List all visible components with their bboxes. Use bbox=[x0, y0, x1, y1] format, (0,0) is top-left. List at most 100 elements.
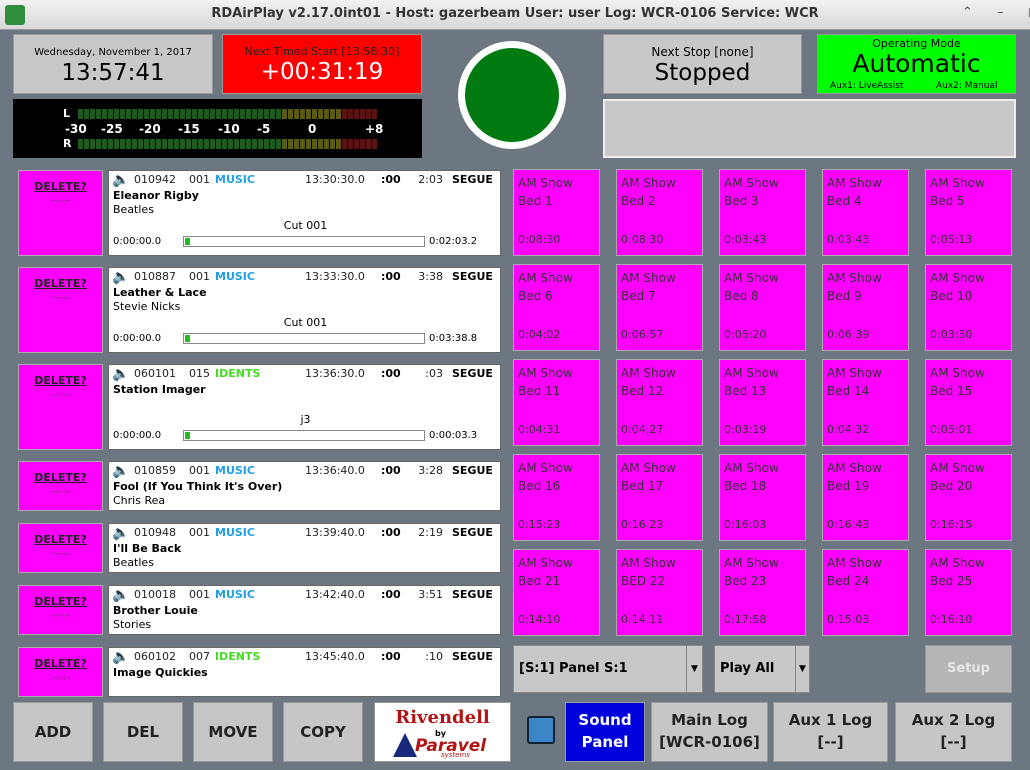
aux2-log-button[interactable]: Aux 2 Log [--] bbox=[895, 702, 1012, 762]
button-line1: AM Show bbox=[621, 176, 676, 190]
sound-button[interactable]: AM Show Bed 5 0:05:13 bbox=[925, 169, 1012, 256]
sound-button[interactable]: AM Show Bed 25 0:16:10 bbox=[925, 549, 1012, 636]
log-event[interactable]: 🔈 010948 001 MUSIC 13:39:40.0:00 2:19 SEGUE I'l… bbox=[108, 523, 501, 573]
meter-segment bbox=[222, 139, 227, 149]
sound-button[interactable]: AM Show Bed 20 0:16:15 bbox=[925, 454, 1012, 541]
sound-button[interactable]: AM Show Bed 14 0:04:32 bbox=[822, 359, 909, 446]
cart-number: 010942 bbox=[134, 173, 176, 186]
meter-segment bbox=[294, 139, 299, 149]
sound-button[interactable]: AM Show Bed 7 0:06:57 bbox=[616, 264, 703, 351]
next-timed-start: Next Timed Start [13:58:30] +00:31:19 bbox=[222, 34, 422, 94]
meter-segment bbox=[270, 139, 275, 149]
button-line2: Bed 9 bbox=[827, 289, 862, 303]
trans-time: :00 bbox=[381, 464, 401, 477]
sound-button[interactable]: AM Show Bed 24 0:15:03 bbox=[822, 549, 909, 636]
delete-button[interactable]: DELETE? --:--:-- bbox=[18, 647, 103, 697]
sound-panel-line: Panel bbox=[581, 733, 629, 751]
sound-button[interactable]: AM Show Bed 15 0:05:01 bbox=[925, 359, 1012, 446]
main-log-line: [WCR-0106] bbox=[659, 733, 760, 751]
window-controls[interactable]: ⌃ – ▢ ✕ bbox=[962, 5, 1030, 20]
transition: SEGUE bbox=[452, 526, 493, 539]
sound-button[interactable]: AM Show Bed 6 0:04:02 bbox=[513, 264, 600, 351]
delete-label: DELETE? bbox=[34, 277, 87, 290]
meter-segment bbox=[252, 139, 257, 149]
log-event[interactable]: 🔈 010887 001 MUSIC 13:33:30.0:00 3:38 SEGUE Lea… bbox=[108, 267, 501, 353]
sound-button[interactable]: AM Show Bed 9 0:06:39 bbox=[822, 264, 909, 351]
button-line1: AM Show bbox=[827, 366, 882, 380]
meter-segment bbox=[318, 109, 323, 119]
sound-button[interactable]: AM Show Bed 21 0:14:10 bbox=[513, 549, 600, 636]
meter-segment bbox=[174, 109, 179, 119]
aux1-log-button[interactable]: Aux 1 Log [--] bbox=[773, 702, 888, 762]
sound-button[interactable]: AM Show Bed 8 0:05:20 bbox=[719, 264, 806, 351]
delete-time: --:--:-- bbox=[50, 197, 71, 205]
tray-icon[interactable] bbox=[527, 716, 555, 744]
del-button[interactable]: DEL bbox=[103, 702, 183, 762]
move-button[interactable]: MOVE bbox=[193, 702, 273, 762]
aux2-log-line: [--] bbox=[940, 733, 967, 751]
cart-number: 060102 bbox=[134, 650, 176, 663]
delete-button[interactable]: DELETE? --:--:-- bbox=[18, 585, 103, 635]
sound-panel-button[interactable]: Sound Panel bbox=[565, 702, 645, 762]
meter-segment bbox=[324, 139, 329, 149]
log-event[interactable]: 🔈 060101 015 IDENTS 13:36:30.0:00:03 SEGUE Sta… bbox=[108, 364, 501, 450]
mode-value: Automatic bbox=[852, 49, 981, 78]
delete-button[interactable]: DELETE? --:--:-- bbox=[18, 364, 103, 450]
sound-button[interactable]: AM Show Bed 17 0:16:23 bbox=[616, 454, 703, 541]
delete-button[interactable]: DELETE? --:--:-- bbox=[18, 267, 103, 353]
panel-selector[interactable]: [S:1] Panel S:1 ▼ bbox=[513, 645, 703, 693]
button-line2: Bed 4 bbox=[827, 194, 862, 208]
meter-segment bbox=[78, 139, 83, 149]
scheduled-time: 13:42:40.0 bbox=[305, 588, 365, 601]
sound-button[interactable]: AM Show Bed 11 0:04:31 bbox=[513, 359, 600, 446]
main-log-button[interactable]: Main Log [WCR-0106] bbox=[651, 702, 768, 762]
copy-button[interactable]: COPY bbox=[283, 702, 363, 762]
delete-button[interactable]: DELETE? --:--:-- bbox=[18, 461, 103, 511]
end-time: 0:03:38.8 bbox=[429, 333, 478, 344]
meter-scale-label: -5 bbox=[257, 122, 271, 136]
button-length: 0:16:10 bbox=[930, 613, 973, 626]
speaker-icon: 🔈 bbox=[112, 366, 130, 382]
meter-segment bbox=[138, 109, 143, 119]
log-event[interactable]: 🔈 010942 001 MUSIC 13:30:30.0:00 2:03 SEGUE Ele… bbox=[108, 170, 501, 256]
sound-button[interactable]: AM Show Bed 19 0:16:43 bbox=[822, 454, 909, 541]
log-event[interactable]: 🔈 010859 001 MUSIC 13:36:40.0:00 3:28 SEGUE Foo… bbox=[108, 461, 501, 511]
meter-segment bbox=[144, 139, 149, 149]
sound-button[interactable]: AM Show Bed 13 0:03:19 bbox=[719, 359, 806, 446]
sound-button[interactable]: AM Show Bed 16 0:15:23 bbox=[513, 454, 600, 541]
length: 3:51 bbox=[418, 588, 443, 601]
delete-button[interactable]: DELETE? --:--:-- bbox=[18, 523, 103, 573]
del-label: DEL bbox=[126, 723, 160, 741]
button-line2: Bed 15 bbox=[930, 384, 973, 398]
window-title: RDAirPlay v2.17.0int01 - Host: gazerbeam… bbox=[211, 6, 819, 21]
log-event[interactable]: 🔈 060102 007 IDENTS 13:45:40.0:00:10 SEGUE Ima… bbox=[108, 647, 501, 697]
meter-scale-label: -30 bbox=[65, 122, 87, 136]
operating-mode[interactable]: Operating Mode Automatic Aux1: LiveAssist A… bbox=[817, 34, 1016, 94]
button-line1: AM Show bbox=[930, 556, 985, 570]
sound-button[interactable]: AM Show Bed 10 0:03:30 bbox=[925, 264, 1012, 351]
artist: Beatles bbox=[113, 203, 154, 216]
setup-button[interactable]: Setup bbox=[925, 645, 1012, 693]
meter-segment bbox=[126, 139, 131, 149]
meter-segment bbox=[258, 109, 263, 119]
scheduled-time: 13:33:30.0 bbox=[305, 270, 365, 283]
sound-button[interactable]: AM Show BED 22 0:14:11 bbox=[616, 549, 703, 636]
end-time: 0:00:03.3 bbox=[429, 430, 478, 441]
log-event[interactable]: 🔈 010018 001 MUSIC 13:42:40.0:00 3:51 SEGUE Bro… bbox=[108, 585, 501, 635]
play-all-button[interactable]: Play All ▼ bbox=[714, 645, 810, 693]
delete-button[interactable]: DELETE? --:--:-- bbox=[18, 170, 103, 256]
button-line1: AM Show bbox=[724, 271, 779, 285]
add-button[interactable]: ADD bbox=[13, 702, 93, 762]
next-stop-value: Stopped bbox=[654, 60, 751, 86]
meter-segment bbox=[330, 109, 335, 119]
sound-button[interactable]: AM Show Bed 12 0:04:27 bbox=[616, 359, 703, 446]
meter-segment bbox=[354, 109, 359, 119]
sound-button[interactable]: AM Show Bed 1 0:08:30 bbox=[513, 169, 600, 256]
sound-button[interactable]: AM Show Bed 3 0:03:43 bbox=[719, 169, 806, 256]
sound-button[interactable]: AM Show Bed 18 0:16:03 bbox=[719, 454, 806, 541]
sound-button[interactable]: AM Show Bed 23 0:17:58 bbox=[719, 549, 806, 636]
title: I'll Be Back bbox=[113, 542, 182, 555]
main-log-line: Main Log bbox=[671, 711, 748, 729]
sound-button[interactable]: AM Show Bed 4 0:03:43 bbox=[822, 169, 909, 256]
sound-button[interactable]: AM Show Bed 2 0:08:30 bbox=[616, 169, 703, 256]
